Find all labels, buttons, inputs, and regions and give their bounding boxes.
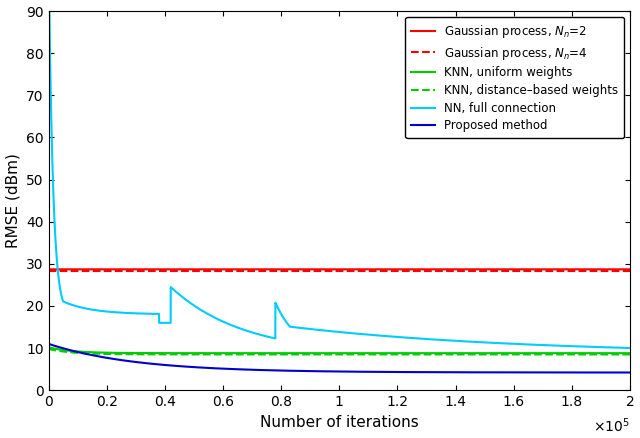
KNN, uniform weights bbox=[69, 349, 77, 354]
Text: $\times 10^5$: $\times 10^5$ bbox=[593, 417, 630, 435]
Gaussian process, $N_n$=2 bbox=[329, 267, 337, 272]
Gaussian process, $N_n$=4 bbox=[626, 268, 634, 274]
Gaussian process, $N_n$=2 bbox=[47, 267, 55, 272]
KNN, distance–based weights bbox=[329, 352, 337, 357]
KNN, distance–based weights bbox=[159, 352, 166, 357]
NN, full connection bbox=[69, 303, 77, 308]
Proposed method bbox=[47, 342, 55, 347]
Proposed method bbox=[595, 370, 603, 375]
Proposed method bbox=[329, 369, 337, 374]
Gaussian process, $N_n$=2 bbox=[69, 267, 77, 272]
KNN, distance–based weights bbox=[626, 352, 634, 357]
KNN, distance–based weights bbox=[79, 350, 87, 356]
NN, full connection bbox=[595, 344, 603, 350]
Line: Proposed method: Proposed method bbox=[49, 344, 630, 372]
KNN, distance–based weights bbox=[47, 347, 55, 352]
KNN, uniform weights bbox=[47, 345, 55, 350]
KNN, distance–based weights bbox=[69, 350, 77, 355]
Gaussian process, $N_n$=4 bbox=[45, 268, 52, 274]
KNN, uniform weights bbox=[79, 349, 87, 354]
NN, full connection bbox=[79, 305, 87, 311]
Gaussian process, $N_n$=2 bbox=[595, 267, 603, 272]
Gaussian process, $N_n$=4 bbox=[47, 268, 55, 274]
Proposed method bbox=[45, 341, 52, 346]
X-axis label: Number of iterations: Number of iterations bbox=[260, 415, 419, 430]
Proposed method bbox=[159, 362, 166, 367]
Proposed method bbox=[69, 348, 77, 353]
KNN, uniform weights bbox=[329, 350, 337, 356]
Y-axis label: RMSE (dBm): RMSE (dBm) bbox=[6, 153, 20, 248]
Gaussian process, $N_n$=4 bbox=[329, 268, 337, 274]
NN, full connection bbox=[329, 329, 337, 334]
Gaussian process, $N_n$=2 bbox=[45, 267, 52, 272]
Gaussian process, $N_n$=2 bbox=[79, 267, 87, 272]
KNN, uniform weights bbox=[45, 345, 52, 350]
Gaussian process, $N_n$=4 bbox=[79, 268, 87, 274]
KNN, uniform weights bbox=[595, 350, 603, 356]
NN, full connection bbox=[159, 320, 166, 325]
Proposed method bbox=[79, 351, 87, 356]
Line: KNN, distance–based weights: KNN, distance–based weights bbox=[49, 349, 630, 354]
Proposed method bbox=[626, 370, 634, 375]
Gaussian process, $N_n$=2 bbox=[626, 267, 634, 272]
KNN, distance–based weights bbox=[595, 352, 603, 357]
KNN, distance–based weights bbox=[45, 346, 52, 352]
KNN, uniform weights bbox=[159, 350, 166, 356]
Gaussian process, $N_n$=4 bbox=[159, 268, 166, 274]
NN, full connection bbox=[626, 346, 634, 351]
Gaussian process, $N_n$=2 bbox=[159, 267, 166, 272]
Gaussian process, $N_n$=4 bbox=[69, 268, 77, 274]
Legend: Gaussian process, $N_n$=2, Gaussian process, $N_n$=4, KNN, uniform weights, KNN,: Gaussian process, $N_n$=2, Gaussian proc… bbox=[405, 17, 624, 138]
Line: NN, full connection: NN, full connection bbox=[49, 0, 630, 348]
Line: KNN, uniform weights: KNN, uniform weights bbox=[49, 347, 630, 353]
NN, full connection bbox=[47, 113, 55, 118]
KNN, uniform weights bbox=[626, 350, 634, 356]
Gaussian process, $N_n$=4 bbox=[595, 268, 603, 274]
